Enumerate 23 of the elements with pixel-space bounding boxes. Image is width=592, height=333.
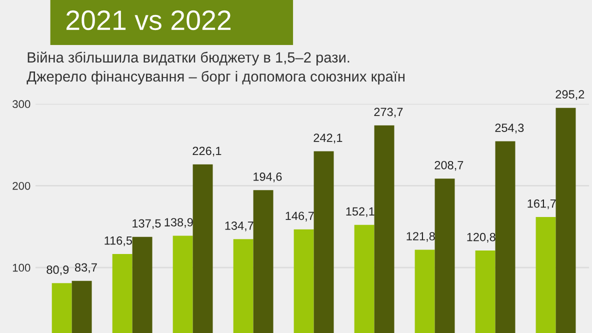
- data-label: 137,5: [132, 219, 161, 229]
- data-label: 152,1: [346, 207, 374, 218]
- y-tick-label: 100: [12, 264, 30, 272]
- y-tick-label: 200: [12, 182, 30, 190]
- data-label: 161,7: [528, 199, 556, 210]
- chart-subtitle: Війна збільшила видатки бюджету в 1,5–2 рази. Джерело фінансування – борг і допомога союзних країн: [26, 52, 404, 85]
- data-label: 120,8: [467, 232, 496, 243]
- data-label: 146,7: [286, 212, 314, 222]
- data-label: 194,6: [254, 172, 282, 182]
- data-label: 242,1: [314, 134, 342, 144]
- chart-title: 2021 vs 2022: [66, 10, 231, 30]
- data-label: 121,8: [406, 232, 435, 242]
- data-label: 83,7: [74, 263, 97, 273]
- data-label: 80,9: [46, 266, 69, 276]
- data-label: 273,7: [374, 108, 403, 118]
- data-label: 138,9: [164, 218, 193, 228]
- data-label: 226,1: [192, 146, 222, 156]
- data-label: 254,3: [495, 124, 524, 134]
- data-label: 116,5: [104, 236, 132, 246]
- y-tick-label: 300: [12, 100, 30, 108]
- data-label: 295,2: [556, 90, 584, 100]
- data-label: 134,7: [225, 222, 254, 232]
- data-label: 208,7: [434, 160, 464, 171]
